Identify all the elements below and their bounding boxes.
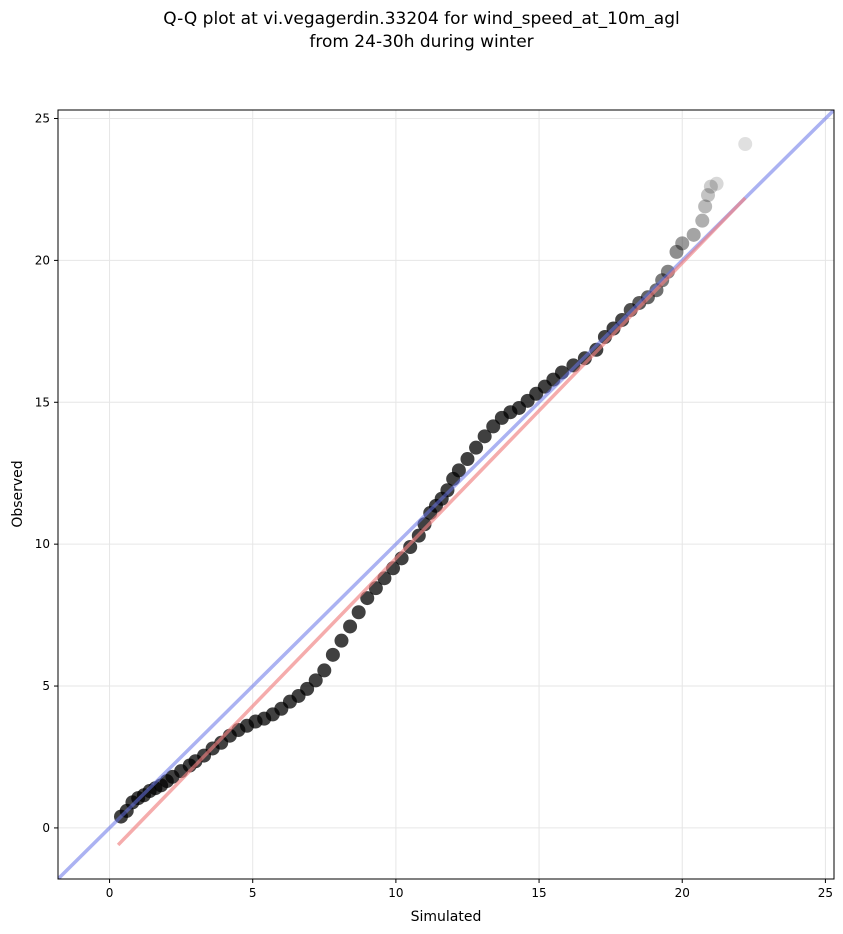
grid	[58, 110, 834, 879]
y-tick-label: 10	[35, 537, 50, 551]
y-tick-label: 0	[42, 821, 50, 835]
x-tick-label: 10	[388, 886, 403, 900]
qq-point	[351, 605, 366, 620]
qq-point	[486, 419, 501, 434]
chart-title-line-2: from 24-30h during winter	[309, 32, 534, 52]
x-tick-label: 0	[106, 886, 114, 900]
qq-point	[469, 440, 484, 455]
y-tick-label: 5	[42, 679, 50, 693]
qq-point	[566, 358, 581, 373]
qq-point	[317, 663, 332, 678]
qq-point	[440, 483, 455, 498]
qq-point	[403, 539, 418, 554]
qq-point	[300, 681, 315, 696]
qq-point	[698, 199, 713, 214]
qq-point	[669, 244, 684, 259]
data-points	[113, 137, 753, 824]
qq-point	[360, 591, 375, 606]
qq-point	[709, 176, 724, 191]
x-tick-label: 5	[249, 886, 257, 900]
lines	[58, 110, 834, 879]
qq-point	[308, 673, 323, 688]
qq-point	[675, 236, 690, 251]
x-tick-label: 15	[531, 886, 546, 900]
y-tick-label: 25	[35, 112, 50, 126]
plot-frame	[57, 109, 835, 880]
qq-point	[325, 647, 340, 662]
qq-point	[477, 429, 492, 444]
qq-point	[343, 619, 358, 634]
qq-point	[451, 463, 466, 478]
qq-point	[738, 137, 753, 152]
chart-title-line-1: Q-Q plot at vi.vegagerdin.33204 for wind…	[163, 9, 680, 29]
x-axis-label: Simulated	[411, 909, 482, 925]
y-tick-label: 15	[35, 395, 50, 409]
x-tick-label: 20	[675, 886, 690, 900]
fit-line	[116, 196, 747, 847]
x-tick-label: 25	[818, 886, 833, 900]
qq-point	[703, 179, 718, 194]
qq-point	[701, 188, 716, 203]
y-tick-label: 20	[35, 253, 50, 267]
axis-ticks: 0 5 10 15 20 25 0 5 10 15 20 25	[35, 112, 833, 900]
qq-point	[686, 227, 701, 242]
qq-point	[460, 452, 475, 467]
y-axis-label: Observed	[10, 460, 26, 527]
qq-point	[695, 213, 710, 228]
qq-point	[334, 633, 349, 648]
